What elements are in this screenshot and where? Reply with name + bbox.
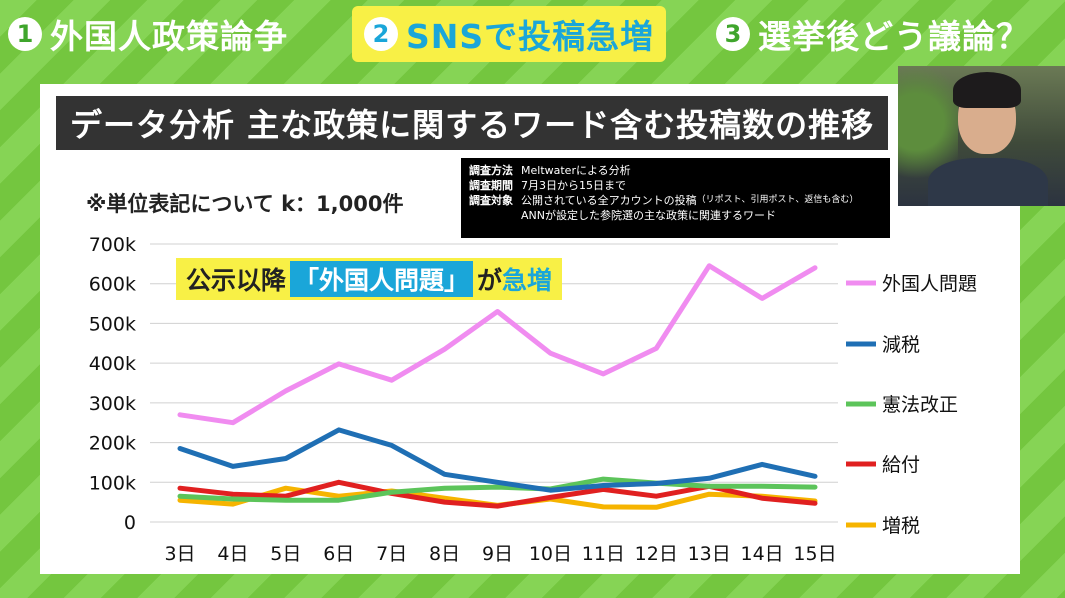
x-tick-label: 7日 xyxy=(376,543,407,565)
legend-label: 増税 xyxy=(882,515,920,537)
banner-highlight: 「外国人問題」 xyxy=(290,261,474,297)
y-tick-label: 400k xyxy=(89,353,136,375)
headline-banner: 公示以降 「外国人問題」 が 急増 xyxy=(176,258,563,300)
tab-number: 2 xyxy=(364,17,398,51)
x-tick-label: 13日 xyxy=(688,543,731,565)
tab-label: 選挙後どう議論？ xyxy=(758,17,1030,56)
tab-number: 1 xyxy=(8,17,42,51)
x-tick-label: 5日 xyxy=(270,543,301,565)
tab-post-election[interactable]: 3 選挙後どう議論？ xyxy=(716,6,1030,62)
x-tick-label: 6日 xyxy=(323,543,354,565)
series-line xyxy=(177,427,818,493)
legend-label: 外国人問題 xyxy=(882,273,977,295)
y-tick-label: 0 xyxy=(124,512,136,534)
x-tick-label: 14日 xyxy=(740,543,783,565)
y-tick-label: 600k xyxy=(89,274,136,296)
tab-sns-posts[interactable]: 2 SNSで投稿急増 xyxy=(352,6,667,62)
topic-tabs: 1 外国人政策論争 2 SNSで投稿急増 3 選挙後どう議論？ xyxy=(0,0,1065,68)
method-row: 調査方法 Meltwaterによる分析 xyxy=(469,164,631,177)
x-tick-label: 10日 xyxy=(529,543,572,565)
tab-number: 3 xyxy=(716,17,750,51)
y-tick-label: 100k xyxy=(89,472,136,494)
series-line xyxy=(177,476,818,503)
banner-pre: 公示以降 xyxy=(186,266,287,295)
series-line xyxy=(177,263,818,426)
x-tick-label: 15日 xyxy=(793,543,836,565)
tab-label: 外国人政策論争 xyxy=(50,17,288,56)
tab-label: SNSで投稿急増 xyxy=(406,17,655,56)
x-tick-label: 4日 xyxy=(217,543,248,565)
y-tick-label: 700k xyxy=(89,234,136,256)
y-tick-label: 500k xyxy=(89,313,136,335)
banner-mid: が xyxy=(477,266,503,295)
x-tick-label: 8日 xyxy=(429,543,460,565)
chart-title: データ分析 主な政策に関するワード含む投稿数の推移 xyxy=(56,96,889,150)
banner-post: 急増 xyxy=(502,266,553,295)
unit-note: ※単位表記について k：1,000件 xyxy=(86,192,404,216)
y-tick-label: 200k xyxy=(89,433,136,455)
x-tick-label: 11日 xyxy=(582,543,625,565)
method-row: 調査対象 公開されている全アカウントの投稿 （リポスト、引用ポスト、返信も含む） xyxy=(469,194,859,207)
y-tick-label: 300k xyxy=(89,393,136,415)
legend-label: 給付 xyxy=(882,454,920,476)
x-tick-label: 3日 xyxy=(164,543,195,565)
method-row: 調査期間 7月3日から15日まで xyxy=(469,179,626,192)
presenter-video xyxy=(898,66,1065,206)
method-row: ANNが設定した参院選の主な政策に関連するワード xyxy=(521,209,776,222)
method-box: 調査方法 Meltwaterによる分析 調査期間 7月3日から15日まで 調査対… xyxy=(461,158,890,238)
x-tick-label: 9日 xyxy=(482,543,513,565)
legend-label: 減税 xyxy=(882,334,920,356)
tab-foreign-policy[interactable]: 1 外国人政策論争 xyxy=(8,6,288,62)
legend-label: 憲法改正 xyxy=(882,394,958,416)
x-tick-label: 12日 xyxy=(635,543,678,565)
